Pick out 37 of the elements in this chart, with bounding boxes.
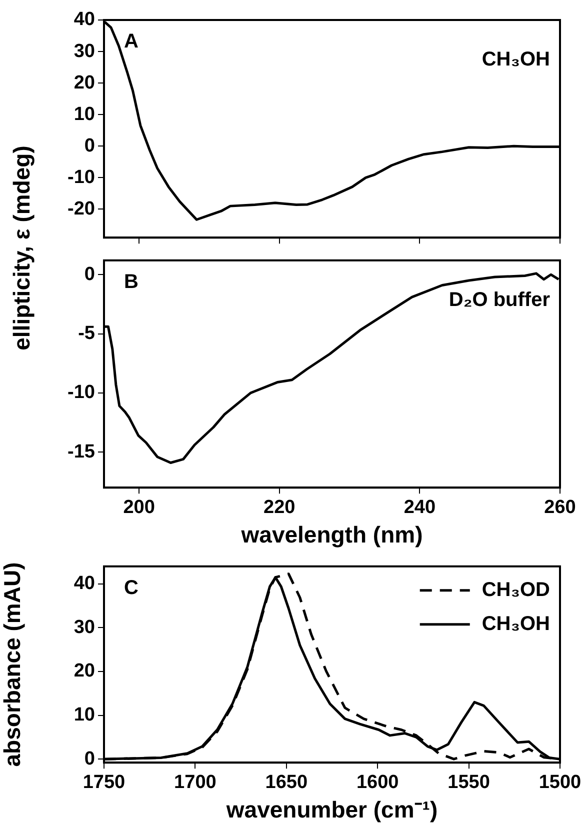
y-tick-label: -10	[68, 166, 95, 188]
y-tick-label: 30	[74, 616, 95, 638]
x-tick-label: 220	[264, 497, 296, 518]
y-tick-label: 20	[74, 660, 95, 682]
x-axis-title: wavelength (nm)	[240, 522, 423, 548]
y-tick-label: -15	[68, 441, 96, 462]
y-axis-title: absorbance (mAU)	[0, 562, 26, 767]
annotation: CH₃OH	[482, 48, 550, 71]
y-tick-label: -5	[78, 323, 96, 344]
y-tick-label: 20	[74, 72, 95, 94]
y-tick-label: 10	[74, 104, 95, 125]
y-tick-label: -20	[68, 198, 95, 220]
y-tick-label: -10	[68, 382, 95, 404]
x-tick-label: 260	[544, 497, 576, 518]
y-axis-title: ellipticity, ε (mdeg)	[8, 146, 36, 350]
legend-label: CH₃OH	[482, 612, 550, 635]
x-tick-label: 1550	[448, 772, 490, 794]
y-tick-label: 30	[74, 40, 95, 62]
y-tick-label: 0	[84, 264, 95, 285]
y-tick-label: 0	[84, 135, 95, 156]
x-tick-label: 240	[404, 497, 436, 518]
x-axis-title: wavenumber (cm⁻¹)	[225, 796, 438, 823]
annotation: C	[124, 576, 138, 599]
annotation: D₂O buffer	[448, 288, 550, 311]
y-tick-label: 40	[74, 9, 95, 30]
x-tick-label: 200	[123, 497, 155, 518]
x-tick-label: 1650	[265, 772, 308, 794]
legend-label: CH₃OD	[482, 578, 550, 601]
y-tick-label: 40	[74, 573, 95, 594]
y-tick-label: 0	[84, 748, 95, 770]
x-tick-label: 1600	[356, 772, 399, 794]
annotation: B	[124, 270, 138, 293]
x-tick-label: 1500	[538, 772, 582, 794]
y-tick-label: 10	[74, 704, 95, 726]
x-tick-label: 1750	[82, 772, 126, 794]
annotation: A	[124, 30, 138, 53]
x-tick-label: 1700	[174, 772, 216, 794]
